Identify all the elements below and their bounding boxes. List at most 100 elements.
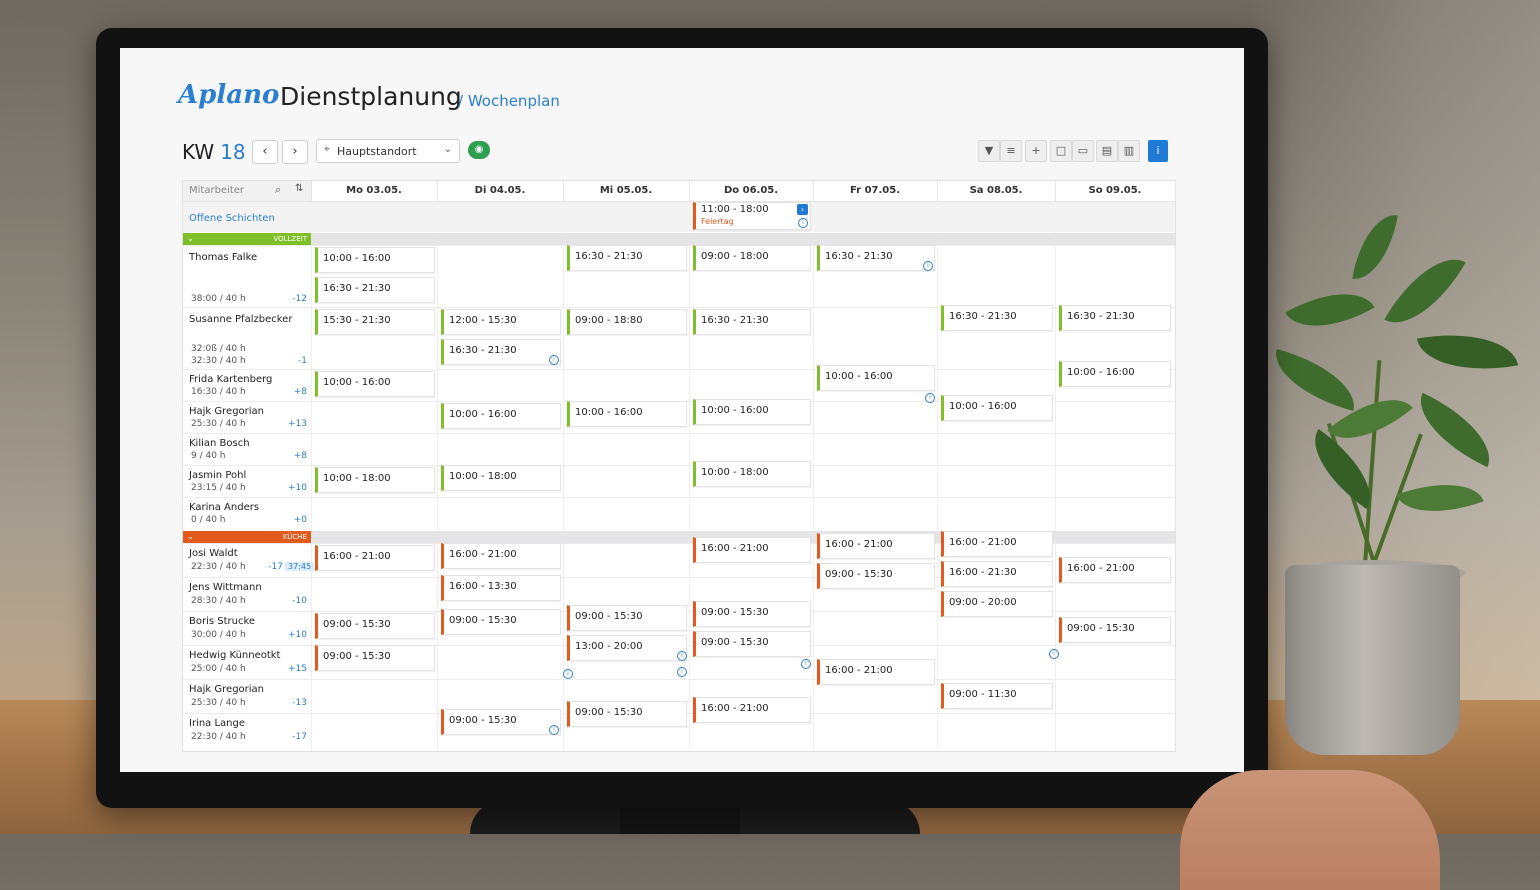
employee-name[interactable]: Hajk Gregorian <box>189 684 265 695</box>
hours-diff: +8 <box>293 451 307 461</box>
shift-card[interactable]: 10:00 - 16:00 <box>315 371 435 397</box>
eye-icon[interactable]: ◉ <box>468 141 490 159</box>
employee-name[interactable]: Boris Strucke <box>189 616 256 627</box>
employee-name[interactable]: Thomas Falke <box>189 252 258 263</box>
shift-card[interactable]: 16:30 - 21:30 <box>693 309 811 335</box>
shift-card[interactable]: 16:00 - 21:00 <box>441 543 561 569</box>
shift-card[interactable]: 10:00 - 16:00 <box>567 401 687 427</box>
search-input[interactable]: Mitarbeiter <box>189 185 245 196</box>
search-icon[interactable]: ⌕ <box>275 183 282 196</box>
employee-hours: 22:30 / 40 h <box>191 732 246 742</box>
shift-card[interactable]: 09:00 - 18:80 <box>567 309 687 335</box>
shift-card[interactable]: 15:30 - 21:30 <box>315 309 435 335</box>
shift-card[interactable]: 09:00 - 15:30 <box>567 605 687 631</box>
shift-card[interactable]: 16:00 - 21:00 <box>817 659 935 685</box>
calendar-icon[interactable]: ▭ <box>1072 140 1094 162</box>
shift-card[interactable]: 16:30 - 21:30 <box>941 305 1053 331</box>
employee-name[interactable]: Irina Lange <box>189 718 246 729</box>
chevron-down-icon: ⌄ <box>443 144 452 155</box>
shift-card[interactable]: 16:00 - 21:00 <box>1059 557 1171 583</box>
hours-diff: -17 <box>268 562 283 572</box>
clock-icon: i <box>925 393 935 403</box>
shift-card[interactable]: 09:00 - 18:00 <box>693 245 811 271</box>
shift-card[interactable]: 09:00 - 15:30 <box>693 631 811 657</box>
shift-card[interactable]: 10:00 - 16:00 <box>693 399 811 425</box>
screen: Aplano Dienstplanung / Wochenplan KW 18 ‹… <box>120 48 1244 772</box>
group-tag[interactable]: ⌄ KÜCHE <box>183 531 311 543</box>
sort-icon[interactable]: ⇅ <box>295 183 304 194</box>
shift-card[interactable]: 09:00 - 15:30 <box>693 601 811 627</box>
shift-card[interactable]: 10:00 - 18:00 <box>693 461 811 487</box>
shift-card[interactable]: 09:00 - 11:30 <box>941 683 1053 709</box>
shift-card[interactable]: 10:00 - 16:00 <box>817 365 935 391</box>
shift-card[interactable]: 10:00 - 18:00 <box>441 465 561 491</box>
schedule-grid: Mitarbeiter ⌕ ⇅ Mo 03.05. Di 04.05. Mi 0… <box>182 180 1176 752</box>
employee-name[interactable]: Hedwig Künneotkt <box>189 650 281 661</box>
shift-card[interactable]: 16:30 - 21:30 <box>1059 305 1171 331</box>
shift-card[interactable]: 09:00 - 15:30 <box>441 709 561 735</box>
shift-card[interactable]: 13:00 - 20:00 <box>567 635 687 661</box>
location-select[interactable]: ⌖ Hauptstandort ⌄ <box>316 139 460 163</box>
shift-card[interactable]: 10:00 - 16:00 <box>315 247 435 273</box>
grid-icon[interactable]: ▤ <box>1096 140 1118 162</box>
shift-card[interactable]: 16:00 - 13:30 <box>441 575 561 601</box>
next-week-button[interactable]: › <box>282 140 308 164</box>
shift-card[interactable]: 09:00 - 15:30 <box>567 701 687 727</box>
shift-card[interactable]: 16:30 - 21:30 <box>441 339 561 365</box>
shift-card[interactable]: 09:00 - 20:00 <box>941 591 1053 617</box>
open-shift-card[interactable]: 11:00 - 18:00 <box>693 202 811 230</box>
employee-name[interactable]: Frida Kartenberg <box>189 374 273 385</box>
hours-diff: +13 <box>288 419 307 429</box>
shift-card[interactable]: 16:30 - 21:30 <box>315 277 435 303</box>
shift-card[interactable]: 09:00 - 15:30 <box>315 613 435 639</box>
list-icon[interactable]: ≡ <box>1000 140 1022 162</box>
shift-card[interactable]: 16:00 - 21:00 <box>817 533 935 559</box>
square-icon[interactable]: □ <box>1050 140 1072 162</box>
group-tag[interactable]: ⌄ VOLLZEIT <box>183 233 311 245</box>
shift-card[interactable]: 16:00 - 21:00 <box>693 537 811 563</box>
shift-card[interactable]: 09:00 - 15:30 <box>1059 617 1171 643</box>
shift-card[interactable]: 16:00 - 21:00 <box>941 531 1053 557</box>
hours-diff: -1 <box>298 356 307 366</box>
shift-card[interactable]: 10:00 - 16:00 <box>1059 361 1171 387</box>
plus-icon[interactable]: + <box>1025 140 1047 162</box>
shift-card[interactable]: 16:30 - 21:30 <box>817 245 935 271</box>
shift-card[interactable]: 16:00 - 21:00 <box>693 697 811 723</box>
employee-row: Susanne Pfalzbecker 32:0ß / 40 h 32:30 /… <box>183 307 1175 370</box>
panel-icon[interactable]: ▥ <box>1118 140 1140 162</box>
shift-card[interactable]: 10:00 - 18:00 <box>315 467 435 493</box>
shift-card[interactable]: 09:00 - 15:30 <box>441 609 561 635</box>
employee-name[interactable]: Jasmin Pohl <box>189 470 247 481</box>
shift-card[interactable]: 16:00 - 21:30 <box>941 561 1053 587</box>
shift-card[interactable]: 09:00 - 15:30 <box>315 645 435 671</box>
employee-name[interactable]: Hajk Gregorian <box>189 406 265 417</box>
employee-name[interactable]: Jens Wittmann <box>189 582 262 593</box>
location-label: Hauptstandort <box>337 145 417 158</box>
shift-card[interactable]: 10:00 - 16:00 <box>941 395 1053 421</box>
flag-icon[interactable]: › <box>797 204 808 215</box>
shift-card[interactable]: 09:00 - 15:30 <box>817 563 935 589</box>
employee-hours: 0 / 40 h <box>191 515 226 525</box>
shift-card[interactable]: 16:30 - 21:30 <box>567 245 687 271</box>
day-header: Sa 08.05. <box>937 181 1056 201</box>
shift-card[interactable]: 10:00 - 16:00 <box>441 403 561 429</box>
employee-hours: 32:30 / 40 h <box>191 356 246 366</box>
app-logo[interactable]: Aplano <box>178 80 280 110</box>
shift-card[interactable]: 12:00 - 15:30 <box>441 309 561 335</box>
employee-search[interactable]: Mitarbeiter ⌕ ⇅ <box>183 181 312 201</box>
filter-icon[interactable]: ▼ <box>978 140 1000 162</box>
open-shifts-label[interactable]: Offene Schichten <box>189 213 275 224</box>
prev-week-button[interactable]: ‹ <box>252 140 278 164</box>
breadcrumb[interactable]: / Wochenplan <box>458 92 560 110</box>
shift-card[interactable]: 16:00 - 21:00 <box>315 545 435 571</box>
employee-row: Josi Waldt 22:30 / 40 h -17 37:45 <box>183 543 1175 578</box>
hours-diff: +15 <box>288 664 307 674</box>
plant-pot <box>1285 565 1460 755</box>
employee-name[interactable]: Susanne Pfalzbecker <box>189 314 293 325</box>
employee-name[interactable]: Josi Waldt <box>189 548 238 559</box>
group-label: VOLLZEIT <box>273 235 307 243</box>
info-icon[interactable]: i <box>1148 140 1168 162</box>
employee-name[interactable]: Kilian Bosch <box>189 438 250 449</box>
hours-diff: +10 <box>288 630 307 640</box>
employee-name[interactable]: Karina Anders <box>189 502 260 513</box>
